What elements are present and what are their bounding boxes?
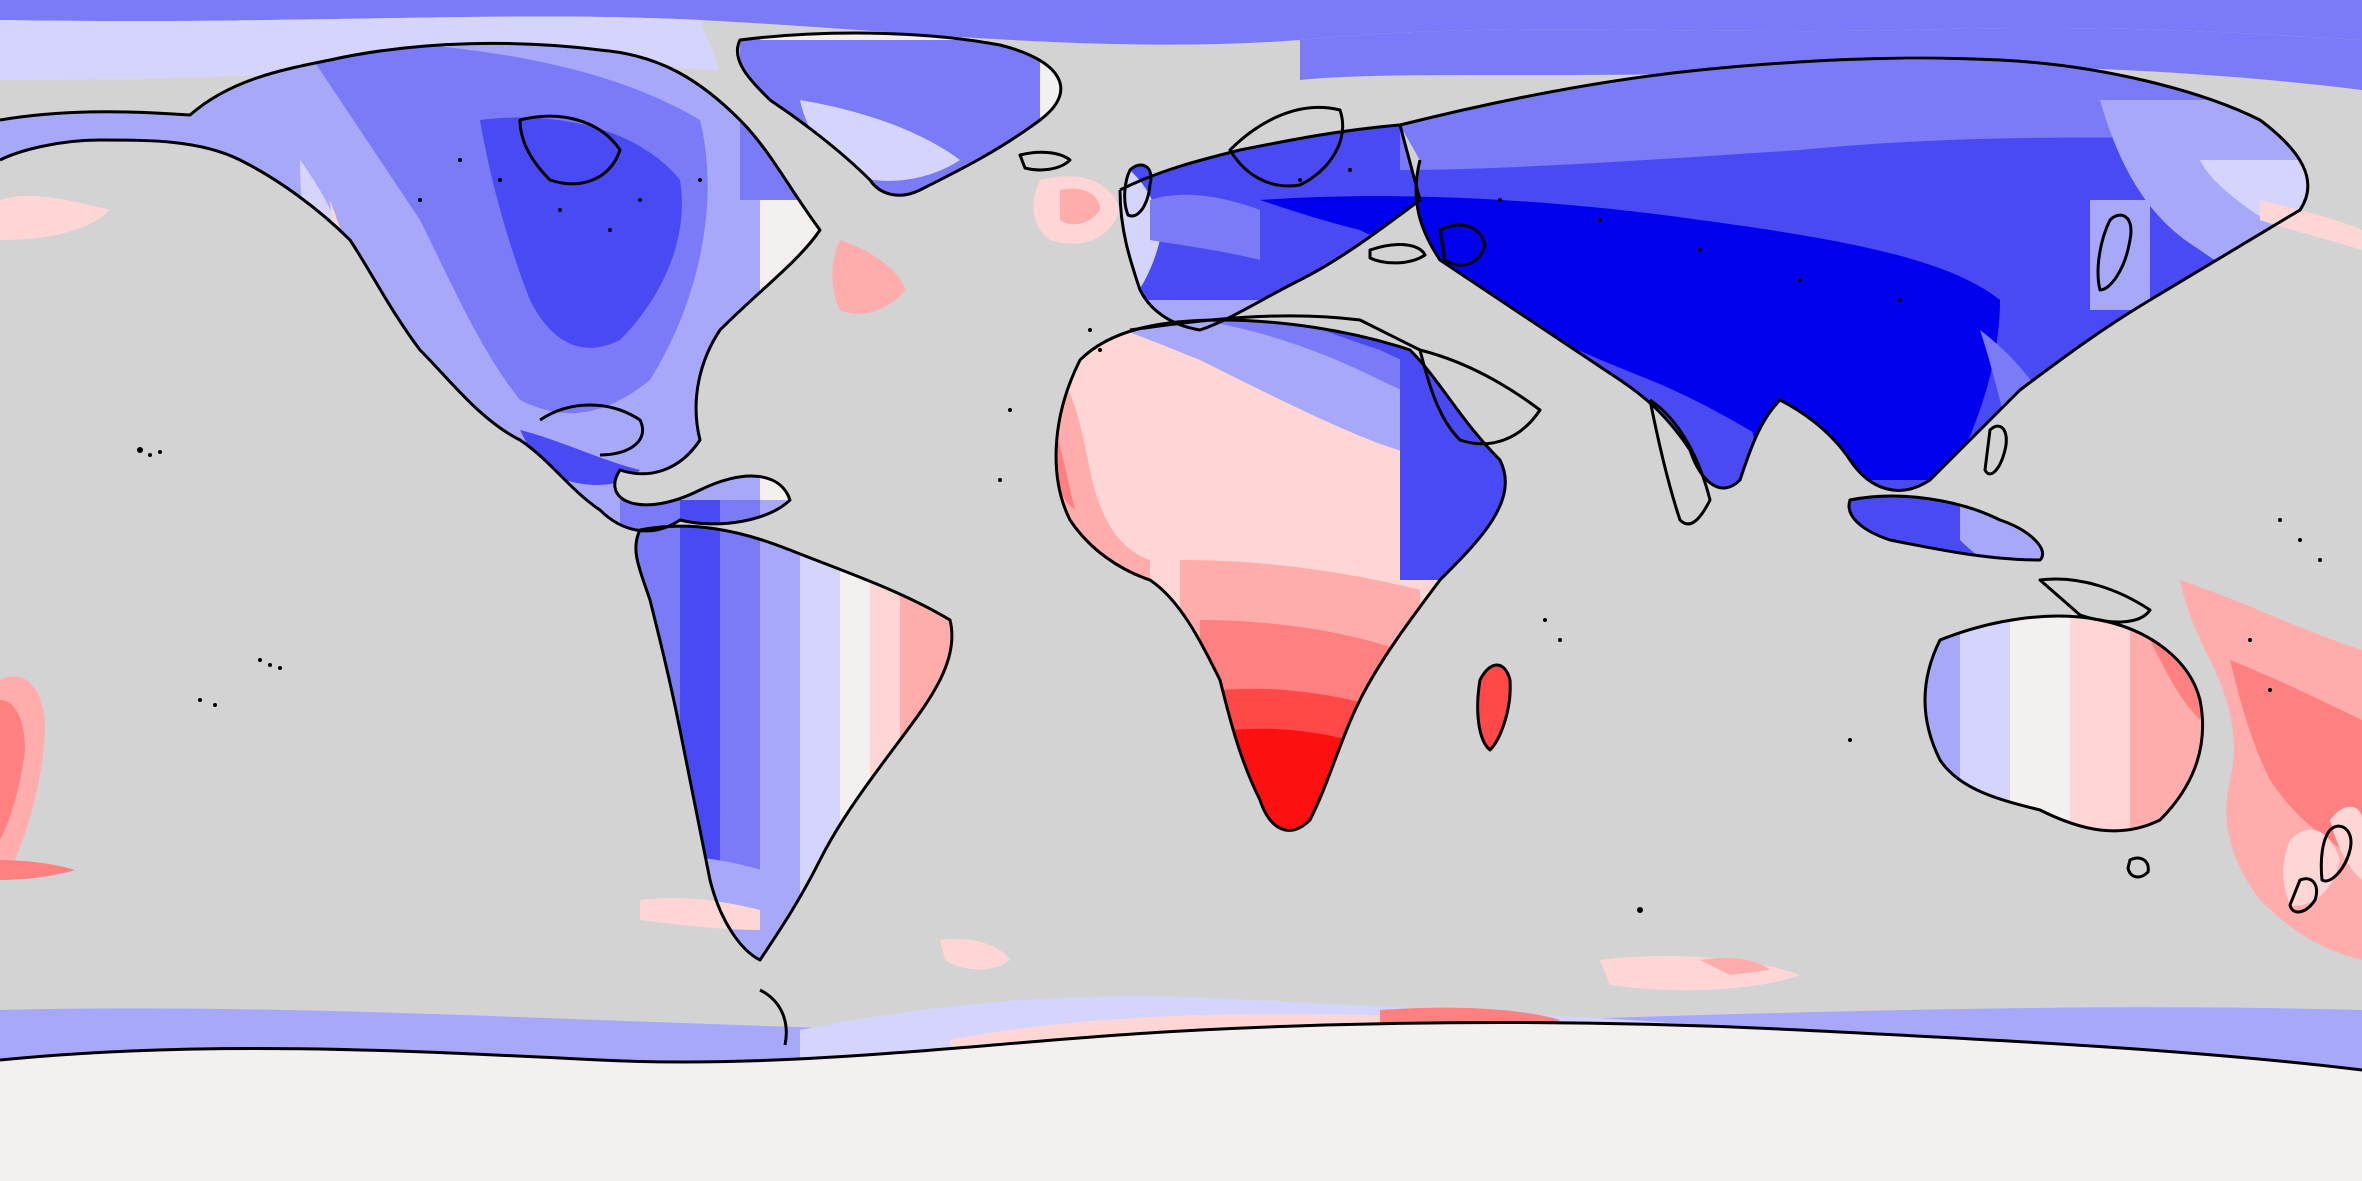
coastlines [0, 31, 2362, 1072]
islands-and-lakes [137, 158, 2322, 913]
southwest-pacific-field [0, 580, 2362, 960]
coastal-ocean-field [0, 176, 2362, 991]
